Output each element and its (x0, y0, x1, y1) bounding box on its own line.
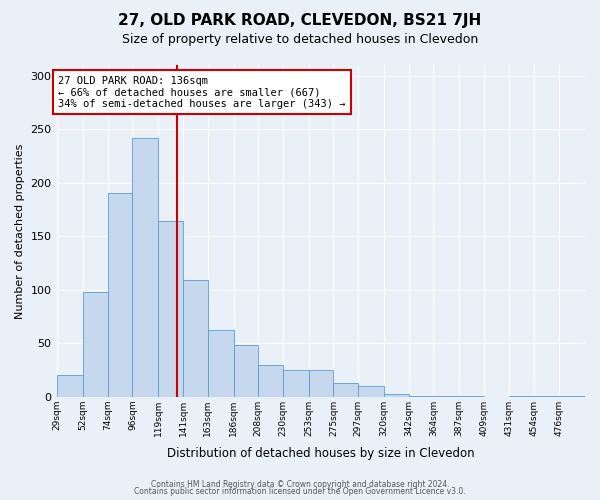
Bar (384, 394, 409, 396)
Bar (83, 292, 108, 397)
Text: 27 OLD PARK ROAD: 136sqm
← 66% of detached houses are smaller (667)
34% of semi-: 27 OLD PARK ROAD: 136sqm ← 66% of detach… (58, 76, 346, 109)
Bar (208, 330, 233, 396)
Bar (309, 370, 334, 396)
Text: Size of property relative to detached houses in Clevedon: Size of property relative to detached ho… (122, 32, 478, 46)
Bar (158, 221, 183, 396)
Text: Contains HM Land Registry data © Crown copyright and database right 2024.: Contains HM Land Registry data © Crown c… (151, 480, 449, 489)
X-axis label: Distribution of detached houses by size in Clevedon: Distribution of detached houses by size … (167, 447, 475, 460)
Bar (57, 376, 83, 396)
Bar (283, 370, 309, 396)
Bar (233, 346, 258, 397)
Bar (258, 364, 283, 396)
Bar (133, 138, 158, 396)
Y-axis label: Number of detached properties: Number of detached properties (15, 143, 25, 318)
Bar (334, 383, 358, 396)
Bar (108, 194, 133, 396)
Bar (183, 280, 208, 396)
Text: Contains public sector information licensed under the Open Government Licence v3: Contains public sector information licen… (134, 487, 466, 496)
Bar (358, 386, 384, 396)
Text: 27, OLD PARK ROAD, CLEVEDON, BS21 7JH: 27, OLD PARK ROAD, CLEVEDON, BS21 7JH (118, 12, 482, 28)
